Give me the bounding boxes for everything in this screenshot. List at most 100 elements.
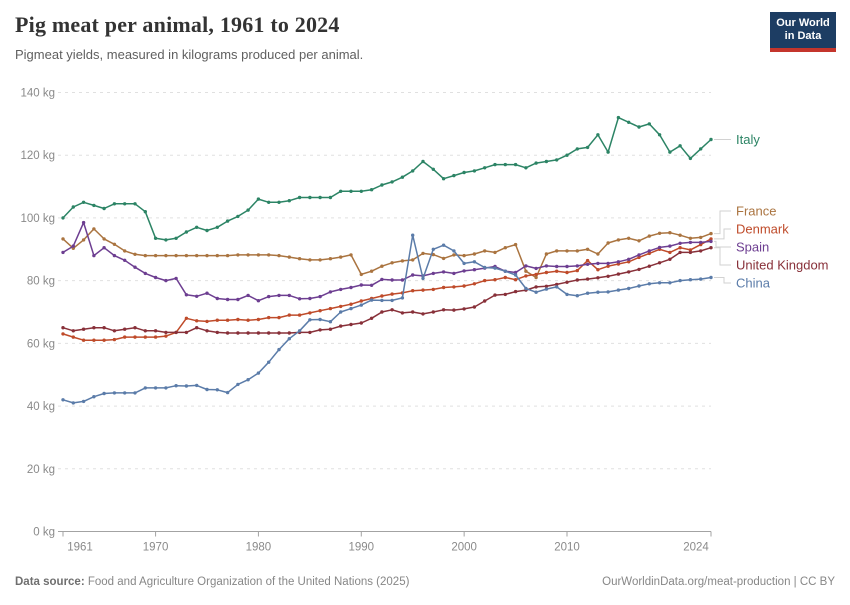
data-point-united-kingdom bbox=[287, 331, 291, 335]
page-title: Pig meat per animal, 1961 to 2024 bbox=[15, 12, 340, 37]
data-point-italy bbox=[565, 153, 569, 157]
data-point-denmark bbox=[267, 315, 271, 320]
data-point-italy bbox=[503, 162, 507, 167]
data-point-france bbox=[596, 252, 600, 256]
data-point-spain bbox=[92, 253, 96, 258]
data-point-spain bbox=[246, 293, 250, 298]
legend-label-spain[interactable]: Spain bbox=[736, 240, 769, 255]
data-point-china bbox=[431, 247, 435, 251]
data-point-spain bbox=[380, 277, 384, 282]
data-point-china bbox=[452, 249, 456, 253]
legend-connector-united-kingdom bbox=[714, 247, 731, 266]
x-tick-label: 1961 bbox=[67, 542, 93, 554]
data-point-spain bbox=[596, 261, 600, 266]
data-point-denmark bbox=[287, 313, 291, 317]
data-point-france bbox=[647, 234, 651, 238]
data-point-france bbox=[308, 258, 312, 262]
legend-label-italy[interactable]: Italy bbox=[736, 132, 760, 147]
data-point-denmark bbox=[524, 274, 528, 278]
data-point-italy bbox=[61, 216, 65, 220]
data-point-france bbox=[195, 253, 199, 258]
data-point-china bbox=[205, 387, 209, 392]
data-point-united-kingdom bbox=[215, 330, 219, 335]
series-line-denmark[interactable] bbox=[62, 238, 712, 341]
data-point-china bbox=[195, 383, 199, 388]
legend-label-france[interactable]: France bbox=[736, 204, 776, 219]
data-point-united-kingdom bbox=[534, 285, 538, 289]
legend-label-china[interactable]: China bbox=[736, 276, 771, 291]
data-point-spain bbox=[575, 264, 579, 268]
data-point-spain bbox=[236, 297, 240, 302]
data-point-china bbox=[246, 378, 250, 382]
series-line-france[interactable] bbox=[62, 228, 712, 279]
data-point-france bbox=[483, 249, 487, 253]
series-line-italy[interactable] bbox=[62, 116, 712, 241]
series-line-spain[interactable] bbox=[62, 221, 712, 302]
owid-logo[interactable]: Our World in Data bbox=[770, 12, 836, 52]
data-point-china bbox=[359, 303, 363, 307]
data-point-italy bbox=[575, 147, 579, 151]
data-point-italy bbox=[400, 175, 405, 179]
data-point-denmark bbox=[411, 289, 415, 293]
data-source-note: Data source: Food and Agriculture Organi… bbox=[15, 576, 409, 588]
data-point-italy bbox=[92, 203, 96, 208]
data-point-denmark bbox=[153, 335, 158, 339]
data-point-france bbox=[462, 253, 466, 258]
legend-label-denmark[interactable]: Denmark bbox=[736, 222, 789, 237]
data-point-france bbox=[236, 253, 240, 257]
data-point-italy bbox=[143, 210, 147, 214]
page-subtitle: Pigmeat yields, measured in kilograms pr… bbox=[15, 47, 364, 62]
data-point-france bbox=[503, 246, 507, 250]
data-point-united-kingdom bbox=[112, 329, 117, 333]
series-china[interactable] bbox=[61, 233, 713, 405]
license-link[interactable]: OurWorldinData.org/meat-production | CC … bbox=[602, 576, 835, 588]
data-point-united-kingdom bbox=[61, 326, 65, 330]
data-point-italy bbox=[215, 225, 219, 229]
data-point-united-kingdom bbox=[225, 331, 230, 335]
data-point-spain bbox=[524, 264, 528, 268]
series-spain[interactable] bbox=[61, 220, 713, 303]
series-france[interactable] bbox=[61, 227, 713, 280]
data-point-france bbox=[133, 252, 137, 256]
y-tick-label: 80 kg bbox=[27, 276, 55, 288]
data-point-united-kingdom bbox=[143, 329, 147, 333]
x-tick-label: 1980 bbox=[246, 542, 272, 554]
data-point-united-kingdom bbox=[411, 310, 415, 314]
data-point-italy bbox=[277, 200, 281, 204]
data-point-china bbox=[133, 391, 137, 395]
data-point-china bbox=[267, 360, 271, 364]
data-point-china bbox=[688, 278, 693, 282]
data-point-united-kingdom bbox=[339, 324, 343, 328]
data-point-spain bbox=[277, 293, 281, 298]
series-line-china[interactable] bbox=[62, 234, 712, 404]
data-point-france bbox=[585, 247, 590, 251]
data-point-china bbox=[81, 399, 86, 404]
legend-connector-spain bbox=[714, 240, 731, 248]
data-point-china bbox=[575, 294, 579, 298]
data-point-denmark bbox=[555, 269, 559, 273]
legend-connector-denmark bbox=[714, 228, 731, 240]
data-point-china bbox=[555, 285, 559, 289]
data-point-china bbox=[256, 371, 261, 375]
series-united-kingdom[interactable] bbox=[61, 246, 713, 335]
data-point-spain bbox=[318, 294, 322, 299]
x-tick-label: 1970 bbox=[143, 542, 169, 554]
series-line-united-kingdom[interactable] bbox=[62, 246, 712, 334]
data-point-denmark bbox=[81, 338, 86, 342]
data-point-spain bbox=[657, 245, 662, 250]
data-point-italy bbox=[668, 150, 672, 154]
series-italy[interactable] bbox=[61, 115, 713, 242]
data-point-united-kingdom bbox=[359, 321, 363, 325]
data-point-italy bbox=[369, 188, 374, 192]
series-denmark[interactable] bbox=[61, 237, 713, 342]
legend-label-united-kingdom[interactable]: United Kingdom bbox=[736, 258, 829, 273]
data-point-france bbox=[637, 239, 641, 243]
data-point-denmark bbox=[503, 275, 507, 280]
data-point-denmark bbox=[256, 317, 261, 322]
data-point-italy bbox=[195, 225, 199, 229]
data-point-spain bbox=[534, 266, 538, 271]
data-point-france bbox=[524, 269, 528, 273]
data-point-spain bbox=[153, 275, 158, 280]
data-point-china bbox=[143, 386, 147, 390]
